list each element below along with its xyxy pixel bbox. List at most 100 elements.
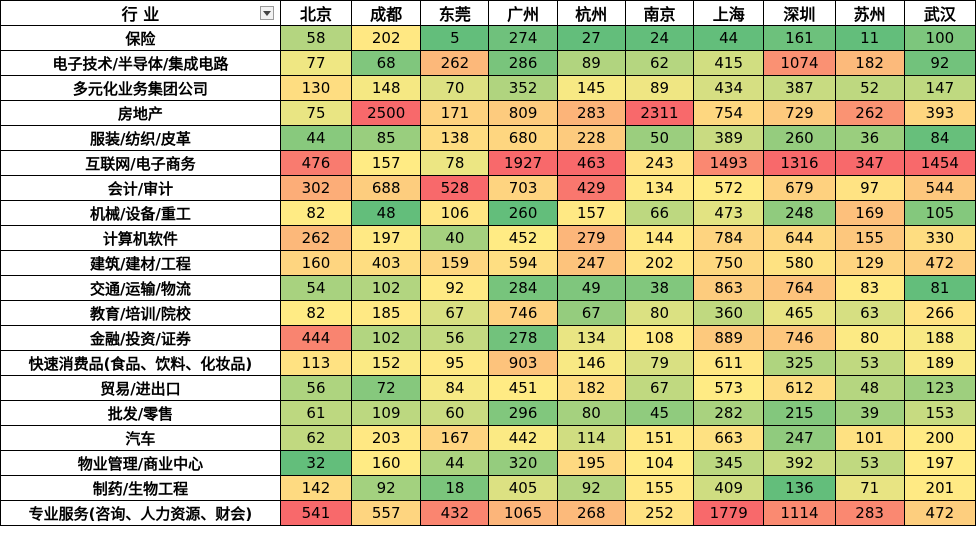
value-cell[interactable]: 764: [763, 275, 836, 301]
value-cell[interactable]: 260: [488, 200, 558, 226]
value-cell[interactable]: 389: [693, 125, 765, 151]
value-cell[interactable]: 185: [351, 300, 422, 326]
value-cell[interactable]: 243: [624, 150, 695, 176]
value-cell[interactable]: 594: [488, 250, 558, 276]
value-cell[interactable]: 195: [556, 450, 626, 476]
value-cell[interactable]: 1779: [693, 500, 765, 526]
value-cell[interactable]: 92: [903, 50, 976, 76]
value-cell[interactable]: 97: [834, 175, 905, 201]
value-cell[interactable]: 167: [420, 425, 490, 451]
value-cell[interactable]: 360: [693, 300, 765, 326]
value-cell[interactable]: 66: [624, 200, 695, 226]
value-cell[interactable]: 161: [763, 25, 836, 51]
value-cell[interactable]: 106: [420, 200, 490, 226]
value-cell[interactable]: 320: [488, 450, 558, 476]
value-cell[interactable]: 48: [834, 375, 905, 401]
value-cell[interactable]: 248: [763, 200, 836, 226]
industry-row-label[interactable]: 互联网/电子商务: [0, 150, 281, 176]
value-cell[interactable]: 1065: [488, 500, 558, 526]
value-cell[interactable]: 863: [693, 275, 765, 301]
industry-row-label[interactable]: 快速消费品(食品、饮料、化妆品): [0, 350, 281, 376]
value-cell[interactable]: 262: [279, 225, 353, 251]
value-cell[interactable]: 44: [420, 450, 490, 476]
value-cell[interactable]: 62: [624, 50, 695, 76]
industry-row-label[interactable]: 物业管理/商业中心: [0, 450, 281, 476]
value-cell[interactable]: 189: [903, 350, 976, 376]
value-cell[interactable]: 53: [834, 350, 905, 376]
value-cell[interactable]: 157: [556, 200, 626, 226]
value-cell[interactable]: 200: [903, 425, 976, 451]
value-cell[interactable]: 56: [420, 325, 490, 351]
value-cell[interactable]: 102: [351, 325, 422, 351]
value-cell[interactable]: 330: [903, 225, 976, 251]
value-cell[interactable]: 153: [903, 400, 976, 426]
value-cell[interactable]: 36: [834, 125, 905, 151]
value-cell[interactable]: 296: [488, 400, 558, 426]
value-cell[interactable]: 85: [351, 125, 422, 151]
value-cell[interactable]: 11: [834, 25, 905, 51]
value-cell[interactable]: 18: [420, 475, 490, 501]
value-cell[interactable]: 80: [834, 325, 905, 351]
value-cell[interactable]: 75: [279, 100, 353, 126]
industry-row-label[interactable]: 交通/运输/物流: [0, 275, 281, 301]
value-cell[interactable]: 442: [488, 425, 558, 451]
city-column-header[interactable]: 深圳: [763, 0, 836, 26]
value-cell[interactable]: 151: [624, 425, 695, 451]
value-cell[interactable]: 72: [351, 375, 422, 401]
value-cell[interactable]: 392: [763, 450, 836, 476]
value-cell[interactable]: 580: [763, 250, 836, 276]
value-cell[interactable]: 352: [488, 75, 558, 101]
value-cell[interactable]: 247: [556, 250, 626, 276]
value-cell[interactable]: 266: [903, 300, 976, 326]
value-cell[interactable]: 82: [279, 300, 353, 326]
industry-row-label[interactable]: 制药/生物工程: [0, 475, 281, 501]
value-cell[interactable]: 197: [351, 225, 422, 251]
value-cell[interactable]: 80: [624, 300, 695, 326]
value-cell[interactable]: 152: [351, 350, 422, 376]
value-cell[interactable]: 1454: [903, 150, 976, 176]
city-column-header[interactable]: 武汉: [903, 0, 976, 26]
value-cell[interactable]: 48: [351, 200, 422, 226]
value-cell[interactable]: 680: [488, 125, 558, 151]
value-cell[interactable]: 169: [834, 200, 905, 226]
value-cell[interactable]: 38: [624, 275, 695, 301]
value-cell[interactable]: 138: [420, 125, 490, 151]
value-cell[interactable]: 1493: [693, 150, 765, 176]
value-cell[interactable]: 68: [351, 50, 422, 76]
value-cell[interactable]: 79: [624, 350, 695, 376]
value-cell[interactable]: 52: [834, 75, 905, 101]
value-cell[interactable]: 465: [763, 300, 836, 326]
value-cell[interactable]: 202: [624, 250, 695, 276]
value-cell[interactable]: 228: [556, 125, 626, 151]
value-cell[interactable]: 679: [763, 175, 836, 201]
value-cell[interactable]: 215: [763, 400, 836, 426]
value-cell[interactable]: 286: [488, 50, 558, 76]
city-column-header[interactable]: 成都: [351, 0, 422, 26]
value-cell[interactable]: 472: [903, 500, 976, 526]
value-cell[interactable]: 157: [351, 150, 422, 176]
value-cell[interactable]: 345: [693, 450, 765, 476]
value-cell[interactable]: 61: [279, 400, 353, 426]
value-cell[interactable]: 274: [488, 25, 558, 51]
value-cell[interactable]: 1927: [488, 150, 558, 176]
value-cell[interactable]: 45: [624, 400, 695, 426]
city-column-header[interactable]: 北京: [279, 0, 353, 26]
value-cell[interactable]: 147: [903, 75, 976, 101]
value-cell[interactable]: 113: [279, 350, 353, 376]
value-cell[interactable]: 750: [693, 250, 765, 276]
value-cell[interactable]: 452: [488, 225, 558, 251]
value-cell[interactable]: 201: [903, 475, 976, 501]
value-cell[interactable]: 102: [351, 275, 422, 301]
value-cell[interactable]: 284: [488, 275, 558, 301]
value-cell[interactable]: 432: [420, 500, 490, 526]
value-cell[interactable]: 476: [279, 150, 353, 176]
value-cell[interactable]: 104: [624, 450, 695, 476]
value-cell[interactable]: 109: [351, 400, 422, 426]
value-cell[interactable]: 472: [903, 250, 976, 276]
value-cell[interactable]: 268: [556, 500, 626, 526]
value-cell[interactable]: 1316: [763, 150, 836, 176]
value-cell[interactable]: 100: [903, 25, 976, 51]
value-cell[interactable]: 123: [903, 375, 976, 401]
value-cell[interactable]: 393: [903, 100, 976, 126]
value-cell[interactable]: 146: [556, 350, 626, 376]
